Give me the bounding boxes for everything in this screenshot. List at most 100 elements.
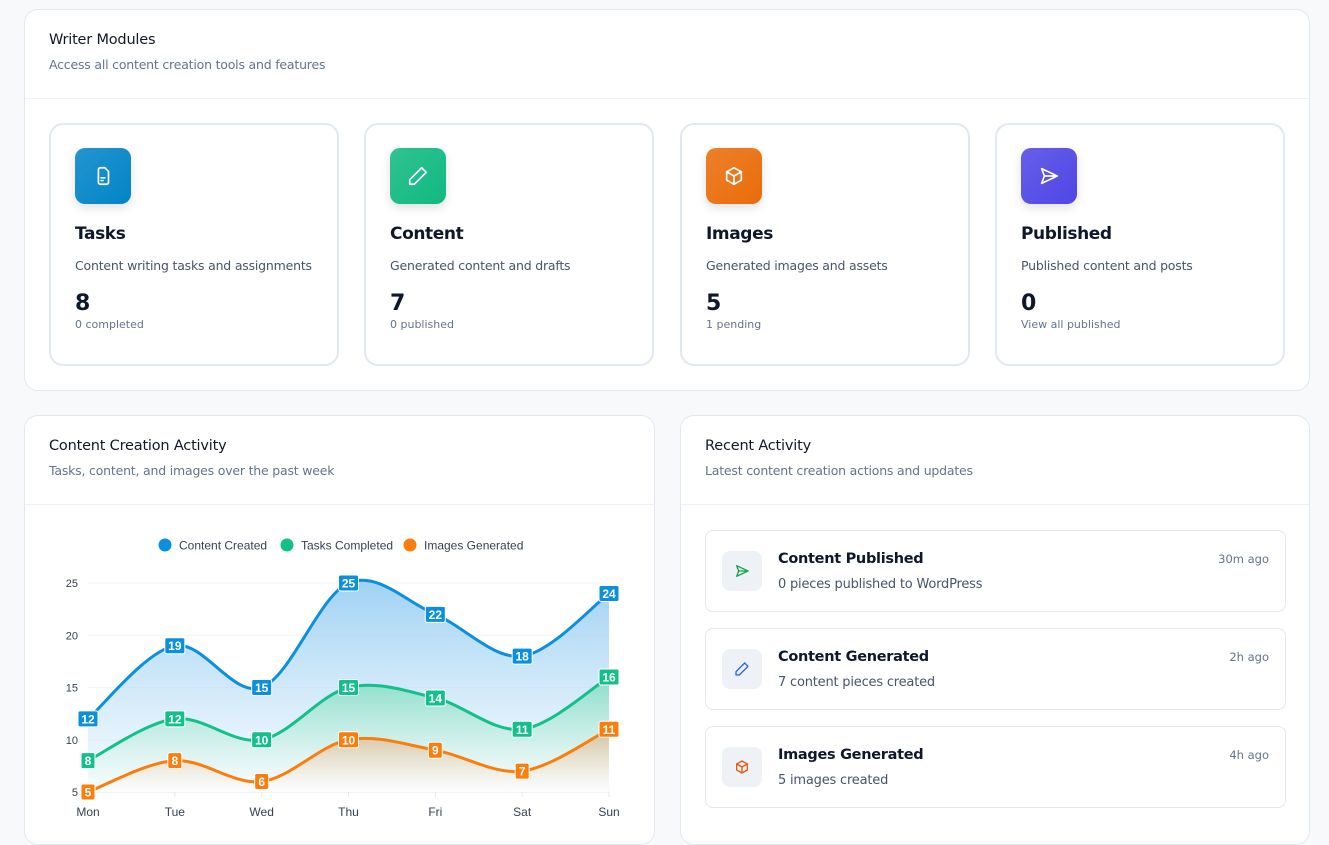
activity-description: 0 pieces published to WordPress [778, 577, 983, 592]
card-header: Content Creation Activity Tasks, content… [25, 416, 654, 505]
module-card-images[interactable]: Images Generated images and assets 5 1 p… [680, 123, 970, 366]
y-tick-label: 20 [66, 630, 78, 642]
x-tick-label: Fri [428, 805, 442, 819]
module-card-tasks[interactable]: Tasks Content writing tasks and assignme… [49, 123, 339, 366]
module-subtext: 0 completed [75, 318, 144, 331]
activity-title: Images Generated [778, 747, 924, 763]
activity-chart: 5 10 15 20 25 Mon Tue Wed Thu Fri Sat Sun 12 19 15 25 22… [66, 538, 620, 819]
module-card-content[interactable]: Content Generated content and drafts 7 0… [364, 123, 654, 366]
writer-modules-card: Writer Modules Access all content creati… [24, 9, 1310, 391]
y-tick-label: 25 [66, 578, 78, 590]
activity-item[interactable]: Content Generated 7 content pieces creat… [705, 628, 1286, 710]
data-label: 25 [342, 577, 356, 591]
data-label-box [424, 605, 446, 623]
recent-activity-card: Recent Activity Latest content creation … [680, 415, 1310, 845]
activity-icon-box [722, 551, 762, 591]
data-label: 11 [603, 723, 616, 737]
module-count: 0 [1021, 291, 1037, 316]
data-label-box [254, 773, 270, 791]
data-label-box [427, 741, 443, 759]
y-tick-label: 10 [66, 735, 78, 747]
legend-marker [280, 538, 294, 552]
data-label-box [511, 720, 533, 738]
data-label-box [77, 710, 99, 728]
activity-icon-box [722, 649, 762, 689]
series-area [88, 729, 609, 792]
module-subtext: 1 pending [706, 318, 762, 331]
data-label-box [514, 762, 530, 780]
data-label-box [167, 752, 183, 770]
y-tick-label: 5 [72, 787, 78, 799]
card-title: Recent Activity [705, 438, 811, 454]
data-label: 15 [342, 681, 356, 695]
module-icon-box [75, 148, 131, 204]
activity-chart-card: Content Creation Activity Tasks, content… [24, 415, 655, 845]
legend-marker [403, 538, 417, 552]
x-tick-label: Sun [598, 805, 619, 819]
activity-time: 2h ago [1229, 650, 1269, 664]
data-label: 7 [519, 765, 526, 779]
legend-marker [158, 538, 172, 552]
card-title: Content Creation Activity [49, 438, 227, 454]
card-header: Writer Modules Access all content creati… [25, 10, 1309, 99]
card-subtitle: Tasks, content, and images over the past… [49, 463, 335, 478]
data-label: 10 [342, 733, 356, 747]
x-tick-label: Thu [338, 805, 359, 819]
module-description: Generated content and drafts [390, 258, 571, 273]
data-label: 12 [81, 712, 95, 726]
box-icon [736, 760, 748, 774]
activity-item[interactable]: Images Generated 5 images created 4h ago [705, 726, 1286, 808]
activity-description: 7 content pieces created [778, 675, 935, 690]
module-icon-box [1021, 148, 1077, 204]
module-subtext: 0 published [390, 318, 454, 331]
data-label: 11 [516, 723, 529, 737]
legend-label: Tasks Completed [301, 539, 393, 553]
data-label: 5 [85, 786, 92, 800]
activity-icon-box [722, 747, 762, 787]
data-label-box [164, 637, 186, 655]
data-label-box [598, 584, 620, 602]
module-card-published[interactable]: Published Published content and posts 0 … [995, 123, 1285, 366]
module-icon-box [706, 148, 762, 204]
module-count: 8 [75, 291, 91, 316]
file-icon [97, 166, 110, 186]
data-label: 19 [168, 639, 182, 653]
data-label-box [164, 710, 186, 728]
data-label-box [424, 689, 446, 707]
module-subtext: View all published [1021, 318, 1121, 331]
card-header: Recent Activity Latest content creation … [681, 416, 1309, 505]
x-tick-label: Wed [249, 805, 273, 819]
card-title: Writer Modules [49, 32, 156, 48]
data-label-box [338, 679, 359, 696]
data-label-box [251, 731, 273, 749]
box-icon [725, 166, 743, 186]
y-tick-label: 15 [66, 683, 78, 695]
data-label-box [80, 783, 96, 801]
data-label-box [338, 731, 359, 749]
data-label: 24 [602, 587, 616, 601]
data-label: 6 [258, 775, 265, 789]
legend-label: Content Created [179, 539, 267, 553]
pencil-icon [408, 166, 428, 186]
activity-time: 30m ago [1218, 552, 1269, 566]
module-description: Published content and posts [1021, 258, 1193, 273]
x-tick-label: Mon [76, 805, 99, 819]
pencil-icon [735, 662, 749, 676]
activity-time: 4h ago [1229, 748, 1269, 762]
send-icon [736, 565, 749, 577]
module-title: Published [1021, 224, 1112, 244]
data-label-box [338, 574, 359, 592]
module-description: Content writing tasks and assignments [75, 258, 312, 273]
card-subtitle: Latest content creation actions and upda… [705, 463, 973, 478]
data-label: 22 [429, 608, 443, 622]
data-label-box [80, 752, 96, 770]
activity-item[interactable]: Content Published 0 pieces published to … [705, 530, 1286, 612]
legend-label: Images Generated [424, 539, 523, 553]
data-label: 18 [515, 650, 529, 664]
x-tick-label: Tue [165, 805, 186, 819]
data-label: 8 [85, 754, 92, 768]
data-label: 14 [429, 691, 443, 705]
x-tick-label: Sat [513, 805, 532, 819]
module-icon-box [390, 148, 446, 204]
data-label: 9 [432, 744, 439, 758]
